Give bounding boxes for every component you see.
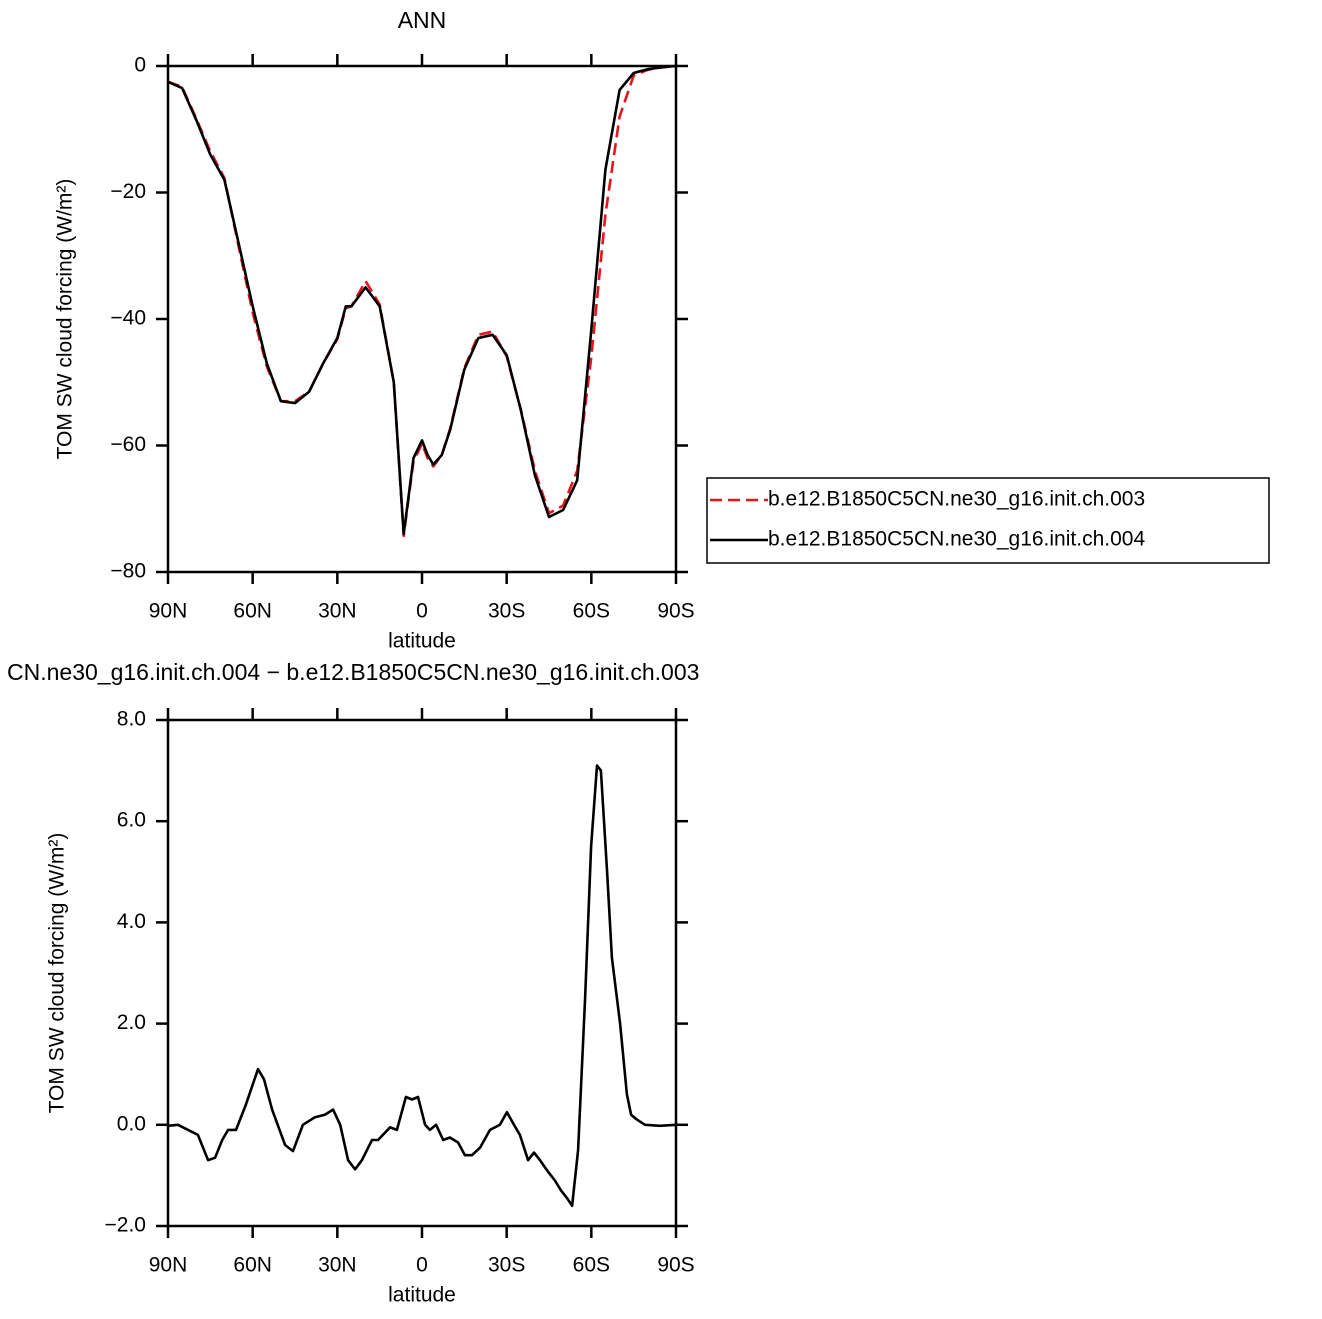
y-tick-label: −40 bbox=[110, 307, 146, 330]
y-tick-label: −80 bbox=[110, 560, 146, 583]
data-line bbox=[167, 764, 677, 1208]
x-tick-label: 90S bbox=[657, 600, 694, 623]
x-tick-label: 30N bbox=[318, 600, 357, 623]
y-tick-label: 4.0 bbox=[117, 910, 146, 933]
x-tick-label: 60N bbox=[233, 600, 272, 623]
x-tick-label: 60S bbox=[573, 1254, 610, 1277]
y-tick-label: 2.0 bbox=[117, 1011, 146, 1034]
x-tick-label: 60N bbox=[233, 1254, 272, 1277]
y-tick-label: 8.0 bbox=[117, 708, 146, 731]
legend-label: b.e12.B1850C5CN.ne30_g16.init.ch.004 bbox=[768, 528, 1145, 551]
y-axis-label: TOM SW cloud forcing (W/m²) bbox=[54, 179, 77, 460]
data-line bbox=[167, 64, 677, 536]
x-tick-label: 30S bbox=[488, 1254, 525, 1277]
x-tick-label: 60S bbox=[573, 600, 610, 623]
y-tick-label: −2.0 bbox=[105, 1214, 146, 1237]
chart-title: CN.ne30_g16.init.ch.004 − b.e12.B1850C5C… bbox=[7, 659, 699, 685]
legend-box bbox=[706, 477, 1270, 564]
y-tick-label: −20 bbox=[110, 180, 146, 203]
y-tick-label: 6.0 bbox=[117, 809, 146, 832]
x-tick-label: 0 bbox=[416, 600, 428, 623]
y-tick-label: 0 bbox=[134, 54, 146, 77]
x-tick-label: 0 bbox=[416, 1254, 428, 1277]
x-tick-label: 90S bbox=[657, 1254, 694, 1277]
chart-title: ANN bbox=[398, 7, 447, 33]
data-line bbox=[167, 64, 677, 538]
plot-frame bbox=[166, 64, 678, 574]
x-tick-label: 30N bbox=[318, 1254, 357, 1277]
legend-label: b.e12.B1850C5CN.ne30_g16.init.ch.003 bbox=[768, 488, 1145, 511]
x-tick-label: 90N bbox=[149, 600, 188, 623]
x-tick-label: 90N bbox=[149, 1254, 188, 1277]
y-axis-label: TOM SW cloud forcing (W/m²) bbox=[46, 833, 69, 1114]
x-axis-label: latitude bbox=[388, 630, 456, 653]
plot-frame bbox=[166, 718, 678, 1228]
x-tick-label: 30S bbox=[488, 600, 525, 623]
x-axis-label: latitude bbox=[388, 1284, 456, 1307]
y-tick-label: 0.0 bbox=[117, 1112, 146, 1135]
y-tick-label: −60 bbox=[110, 433, 146, 456]
